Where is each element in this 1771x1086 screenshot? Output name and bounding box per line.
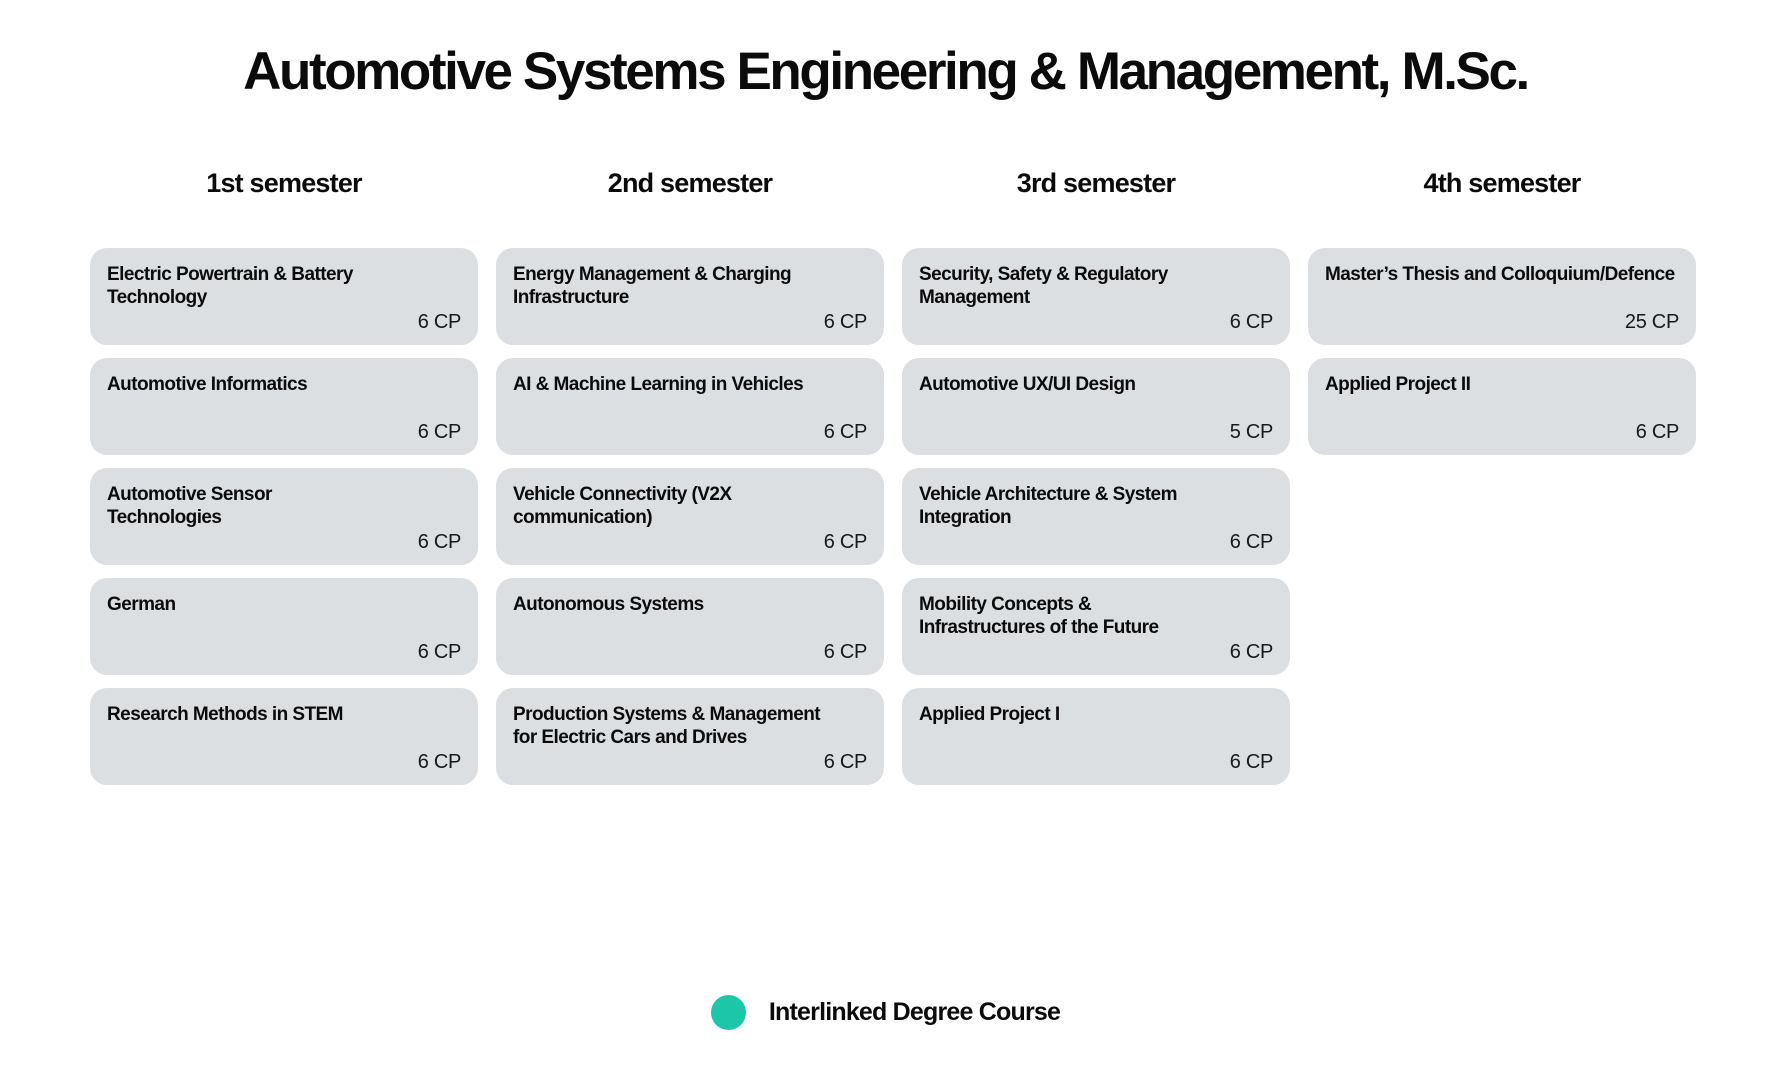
course-credits: 6 CP xyxy=(417,641,462,663)
course-credits: 6 CP xyxy=(1635,421,1680,443)
semester-column-3: 3rd semester Security, Safety & Regulato… xyxy=(902,168,1290,785)
course-credits: 6 CP xyxy=(417,751,462,773)
semester-header: 4th semester xyxy=(1423,168,1582,198)
legend-label: Interlinked Degree Course xyxy=(768,998,1061,1026)
course-title: Applied Project II xyxy=(1325,374,1471,395)
course-credits: 6 CP xyxy=(417,421,462,443)
course-title: Master’s Thesis and Colloquium/Defence xyxy=(1325,264,1675,285)
semester-header: 3rd semester xyxy=(1016,168,1176,198)
semester-columns: 1st semester Electric Powertrain & Batte… xyxy=(90,168,1696,785)
course-card: Electric Powertrain & Battery Technology… xyxy=(90,248,478,345)
course-title: German xyxy=(107,594,176,615)
course-card: Applied Project I 6 CP xyxy=(902,688,1290,785)
course-credits: 6 CP xyxy=(823,311,868,333)
course-card: Automotive Informatics 6 CP xyxy=(90,358,478,455)
course-card-list: Electric Powertrain & Battery Technology… xyxy=(90,248,478,785)
page-title: Automotive Systems Engineering & Managem… xyxy=(243,42,1530,101)
course-credits: 6 CP xyxy=(823,421,868,443)
course-card: Automotive Sensor Technologies 6 CP xyxy=(90,468,478,565)
course-title: Energy Management & Charging Infrastruct… xyxy=(513,264,792,308)
semester-header: 1st semester xyxy=(206,168,362,198)
semester-header: 2nd semester xyxy=(607,168,773,198)
course-credits: 6 CP xyxy=(823,641,868,663)
course-card: Production Systems & Management for Elec… xyxy=(496,688,884,785)
course-card: Security, Safety & Regulatory Management… xyxy=(902,248,1290,345)
course-credits: 6 CP xyxy=(823,751,868,773)
course-card: German 6 CP xyxy=(90,578,478,675)
course-title: Electric Powertrain & Battery Technology xyxy=(107,264,353,308)
course-card: Mobility Concepts & Infrastructures of t… xyxy=(902,578,1290,675)
course-card: Autonomous Systems 6 CP xyxy=(496,578,884,675)
course-title: Security, Safety & Regulatory Management xyxy=(919,264,1168,308)
course-title: Autonomous Systems xyxy=(513,594,704,615)
legend: Interlinked Degree Course xyxy=(0,995,1771,1030)
course-credits: 6 CP xyxy=(417,531,462,553)
course-title: Automotive UX/UI Design xyxy=(919,374,1136,395)
course-credits: 5 CP xyxy=(1229,421,1274,443)
course-title: AI & Machine Learning in Vehicles xyxy=(513,374,804,395)
course-title: Production Systems & Management for Elec… xyxy=(513,704,821,748)
course-title: Mobility Concepts & Infrastructures of t… xyxy=(919,594,1159,638)
semester-column-4: 4th semester Master’s Thesis and Colloqu… xyxy=(1308,168,1696,785)
course-credits: 6 CP xyxy=(823,531,868,553)
semester-column-2: 2nd semester Energy Management & Chargin… xyxy=(496,168,884,785)
course-title: Vehicle Connectivity (V2X communication) xyxy=(513,484,732,528)
course-credits: 6 CP xyxy=(1229,531,1274,553)
course-card-list: Master’s Thesis and Colloquium/Defence 2… xyxy=(1308,248,1696,455)
course-card: Vehicle Connectivity (V2X communication)… xyxy=(496,468,884,565)
course-title: Automotive Informatics xyxy=(107,374,308,395)
course-credits: 6 CP xyxy=(1229,751,1274,773)
course-card-list: Energy Management & Charging Infrastruct… xyxy=(496,248,884,785)
course-card: Applied Project II 6 CP xyxy=(1308,358,1696,455)
course-title: Applied Project I xyxy=(919,704,1060,725)
course-card-list: Security, Safety & Regulatory Management… xyxy=(902,248,1290,785)
course-credits: 6 CP xyxy=(417,311,462,333)
interlinked-degree-dot-icon xyxy=(710,995,746,1030)
semester-column-1: 1st semester Electric Powertrain & Batte… xyxy=(90,168,478,785)
course-card: AI & Machine Learning in Vehicles 6 CP xyxy=(496,358,884,455)
course-title: Vehicle Architecture & System Integratio… xyxy=(919,484,1177,528)
course-card: Research Methods in STEM 6 CP xyxy=(90,688,478,785)
course-credits: 6 CP xyxy=(1229,311,1274,333)
course-card: Master’s Thesis and Colloquium/Defence 2… xyxy=(1308,248,1696,345)
course-card: Automotive UX/UI Design 5 CP xyxy=(902,358,1290,455)
course-card: Energy Management & Charging Infrastruct… xyxy=(496,248,884,345)
course-title: Automotive Sensor Technologies xyxy=(107,484,272,528)
course-title: Research Methods in STEM xyxy=(107,704,344,725)
course-card: Vehicle Architecture & System Integratio… xyxy=(902,468,1290,565)
course-credits: 6 CP xyxy=(1229,641,1274,663)
course-credits: 25 CP xyxy=(1624,311,1679,333)
